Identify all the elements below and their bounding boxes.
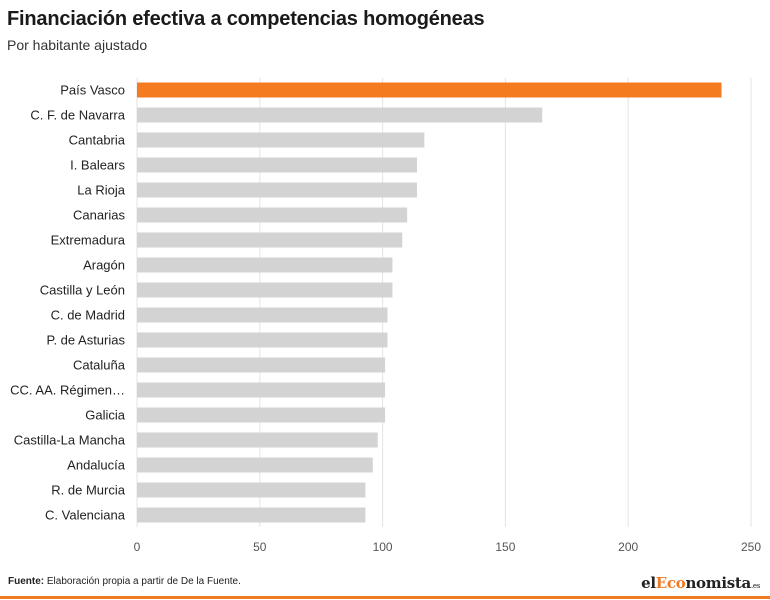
x-axis-ticks: 0 50 100 150 200 250 — [134, 540, 762, 554]
x-tick-label: 0 — [134, 540, 141, 554]
category-label: R. de Murcia — [51, 483, 125, 498]
bar — [137, 507, 366, 523]
bar — [137, 257, 393, 273]
bar — [137, 232, 403, 248]
category-label: Castilla y León — [40, 283, 125, 298]
category-labels: País Vasco C. F. de Navarra Cantabria I. Ba… — [10, 83, 126, 523]
category-label: I. Balears — [70, 158, 125, 173]
chart-title: Financiación efectiva a competencias hom… — [7, 8, 485, 30]
category-label: Cantabria — [69, 133, 126, 148]
x-tick-label: 150 — [495, 540, 515, 554]
category-label: Canarias — [73, 208, 126, 223]
logo-part-nomista: nomista — [685, 574, 751, 592]
category-label: Extremadura — [51, 233, 126, 248]
category-label: CC. AA. Régimen… — [10, 383, 125, 398]
category-label: Andalucía — [67, 458, 126, 473]
bar — [137, 132, 425, 148]
source-label: Fuente: — [8, 576, 45, 587]
category-label: Galicia — [85, 408, 126, 423]
logo-suffix: .es — [750, 582, 760, 590]
bars — [137, 82, 722, 523]
category-label: C. Valenciana — [45, 508, 126, 523]
bar — [137, 307, 388, 323]
bar — [137, 482, 366, 498]
x-tick-label: 200 — [618, 540, 638, 554]
eleconomista-logo: elEconomista.es — [641, 574, 760, 592]
bar — [137, 432, 378, 448]
category-label: La Rioja — [77, 183, 125, 198]
category-label: P. de Asturias — [46, 333, 125, 348]
source-text: Elaboración propia a partir de De la Fue… — [44, 576, 241, 587]
bar — [137, 282, 393, 298]
category-label: C. F. de Navarra — [30, 108, 125, 123]
logo-part-eco: Eco — [655, 574, 686, 592]
bar — [137, 182, 417, 198]
bar — [137, 407, 386, 423]
grid-lines — [136, 78, 752, 527]
bar — [137, 382, 386, 398]
bottom-accent-rule — [0, 596, 770, 599]
source-note: Fuente: Elaboración propia a partir de D… — [8, 576, 241, 587]
x-tick-label: 100 — [373, 540, 393, 554]
category-label: Aragón — [83, 258, 125, 273]
bar — [137, 82, 722, 98]
bar — [137, 157, 417, 173]
bar — [137, 207, 408, 223]
category-label: Cataluña — [73, 358, 126, 373]
chart-subtitle: Por habitante ajustado — [7, 37, 148, 53]
logo-part-el: el — [641, 574, 656, 592]
bar — [137, 332, 388, 348]
bar — [137, 357, 386, 373]
category-label: País Vasco — [60, 83, 125, 98]
bar — [137, 457, 373, 473]
x-tick-label: 50 — [253, 540, 267, 554]
bar-chart: País Vasco C. F. de Navarra Cantabria I. Ba… — [10, 78, 762, 554]
category-label: Castilla-La Mancha — [14, 433, 126, 448]
bar — [137, 107, 543, 123]
category-label: C. de Madrid — [51, 308, 125, 323]
x-tick-label: 250 — [741, 540, 761, 554]
